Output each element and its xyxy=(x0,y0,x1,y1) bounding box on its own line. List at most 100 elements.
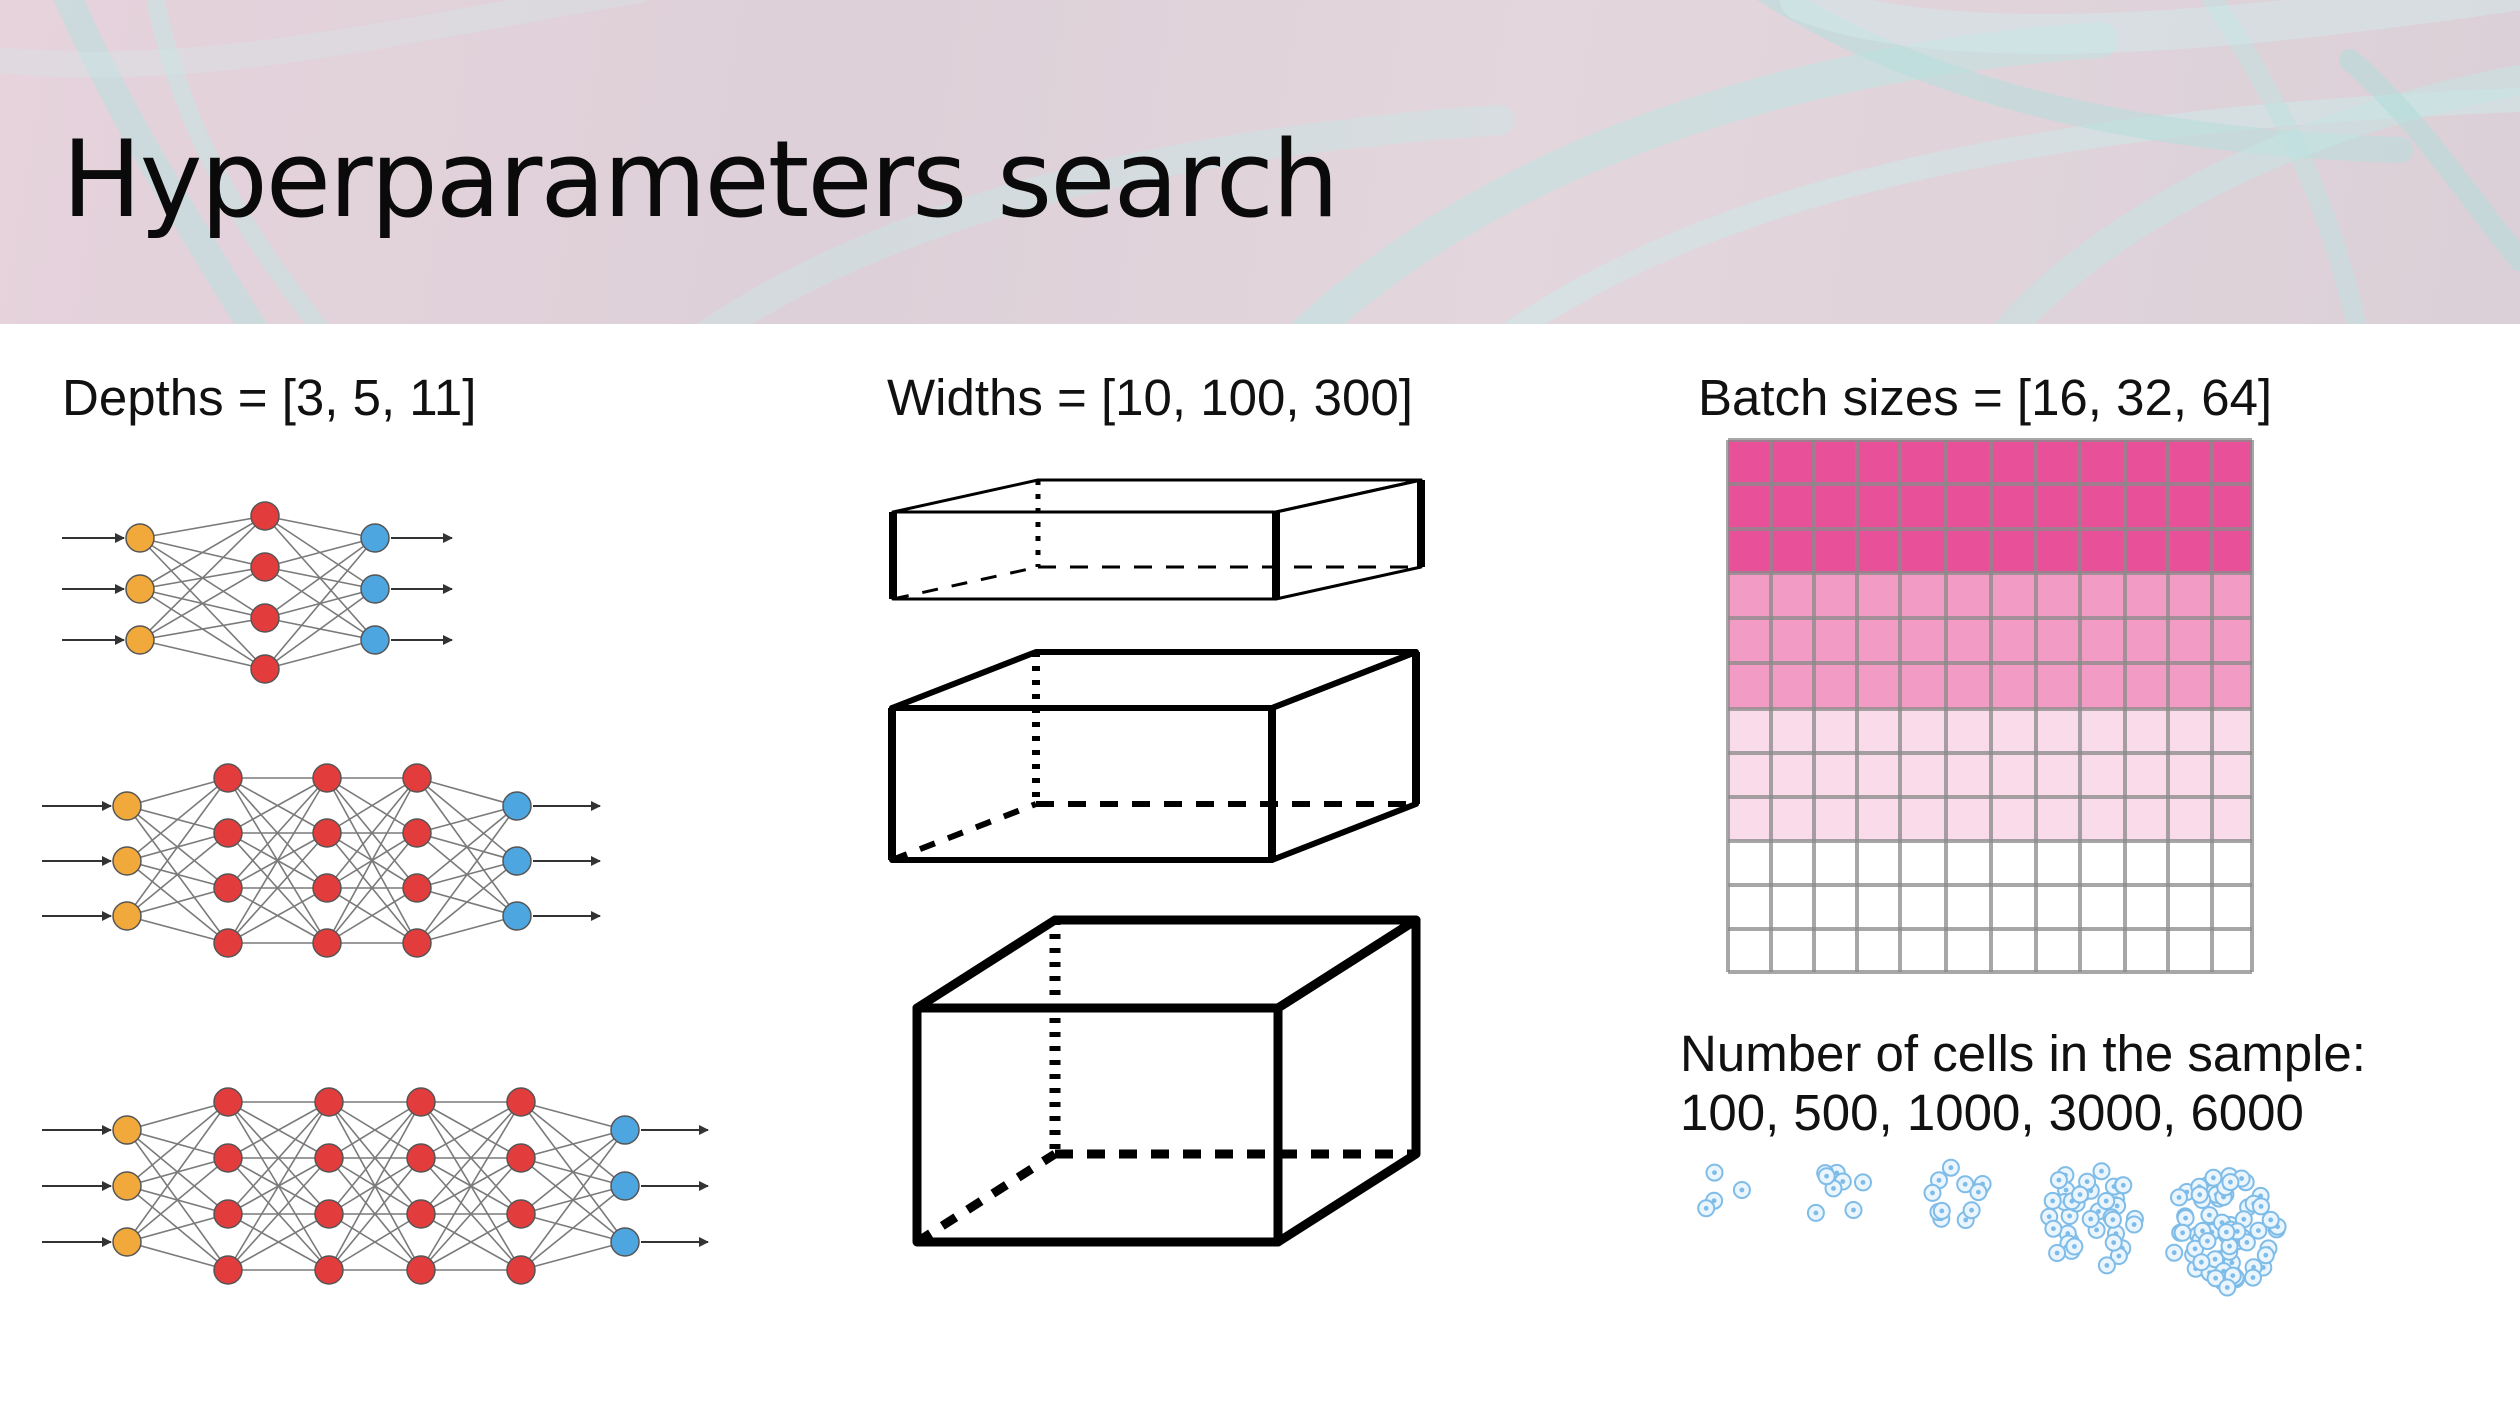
cell-nucleus xyxy=(2046,1214,2052,1220)
connection-edge xyxy=(328,1101,422,1215)
cell-nucleus xyxy=(2084,1179,2090,1185)
cell-nucleus xyxy=(2227,1243,2232,1249)
hidden-node xyxy=(312,873,342,903)
cell-nucleus xyxy=(2120,1182,2126,1188)
cell-nucleus xyxy=(1813,1210,1819,1216)
cell-nucleus xyxy=(2199,1259,2204,1265)
output-node xyxy=(360,574,390,604)
connection-edge xyxy=(139,566,266,641)
connection-edge xyxy=(139,617,266,641)
cell-nucleus xyxy=(2263,1252,2269,1258)
cell-nucleus xyxy=(2072,1244,2077,1249)
cell-nucleus xyxy=(2110,1217,2116,1223)
cell-cluster-100 xyxy=(1697,1163,1751,1218)
connection-edge xyxy=(227,1213,330,1271)
cell-nucleus xyxy=(2063,1187,2069,1193)
input-node xyxy=(112,1171,142,1201)
cell-nucleus xyxy=(2077,1192,2083,1197)
cell-nucleus xyxy=(2200,1228,2205,1234)
hidden-node xyxy=(506,1087,536,1117)
cell-nucleus xyxy=(2268,1217,2274,1223)
connection-edge xyxy=(326,777,418,834)
hidden-node xyxy=(213,1199,243,1229)
cell-nucleus xyxy=(2197,1192,2203,1198)
hidden-node xyxy=(402,928,432,958)
hidden-node xyxy=(213,1087,243,1117)
hidden-node xyxy=(402,873,432,903)
cell-cluster-6000 xyxy=(2165,1167,2287,1297)
input-node xyxy=(112,901,142,931)
page-title: Hyperparameters search xyxy=(62,118,1339,241)
connection-edge xyxy=(126,1101,229,1187)
hidden-node xyxy=(406,1143,436,1173)
cell-nucleus xyxy=(2256,1228,2261,1233)
cell-nucleus xyxy=(2234,1229,2240,1234)
hidden-node xyxy=(250,552,280,582)
connection-edge xyxy=(420,1101,522,1159)
cell-nucleus xyxy=(2051,1226,2056,1232)
hidden-node xyxy=(314,1255,344,1285)
connection-edge xyxy=(416,805,518,944)
cell-nucleus xyxy=(2229,1260,2235,1266)
cell-nucleus xyxy=(1712,1170,1717,1175)
cell-nucleus xyxy=(1939,1208,1945,1214)
connection-edge xyxy=(520,1185,626,1271)
cell-nucleus xyxy=(2096,1209,2101,1214)
output-node xyxy=(360,625,390,655)
cell-nucleus xyxy=(2088,1216,2094,1222)
connection-edge xyxy=(126,777,229,807)
cell-nucleus xyxy=(2212,1256,2218,1262)
connection-edge xyxy=(126,1101,229,1243)
cell-cluster-1000 xyxy=(1923,1158,1992,1229)
hidden-node xyxy=(506,1255,536,1285)
connection-edge xyxy=(227,1101,330,1271)
cell-nucleus xyxy=(2251,1264,2257,1270)
connection-edge xyxy=(227,777,328,944)
cell-nucleus xyxy=(1851,1207,1856,1213)
connection-edge xyxy=(139,639,266,670)
connection-edge xyxy=(420,1101,522,1271)
hidden-edge xyxy=(890,801,1038,863)
hidden-node xyxy=(213,818,243,848)
connection-edge xyxy=(126,1241,229,1271)
cell-nucleus xyxy=(2114,1203,2120,1209)
input-node xyxy=(112,791,142,821)
connection-edge xyxy=(227,887,328,944)
connection-edge xyxy=(416,860,518,944)
connection-edge xyxy=(126,832,229,917)
cell-nucleus xyxy=(2192,1246,2198,1252)
connection-edge xyxy=(520,1101,626,1131)
cell-nucleus xyxy=(2111,1240,2117,1245)
output-node xyxy=(610,1227,640,1257)
connection-edge xyxy=(264,588,376,670)
hidden-node xyxy=(213,1255,243,1285)
connection-edge xyxy=(416,915,518,944)
cell-nucleus xyxy=(1831,1186,1836,1191)
cell-nucleus xyxy=(2099,1168,2104,1174)
cell-cluster-500 xyxy=(1806,1163,1872,1222)
hidden-node xyxy=(250,654,280,684)
box-wide xyxy=(912,915,1421,1247)
cell-nucleus xyxy=(2171,1250,2177,1256)
cell-nucleus xyxy=(2094,1227,2100,1233)
cell-cluster-3000 xyxy=(2040,1162,2144,1275)
connection-edge xyxy=(126,1101,229,1131)
cell-nucleus xyxy=(1840,1179,1846,1184)
connection-edge xyxy=(264,537,376,670)
cell-nucleus xyxy=(1969,1207,1974,1213)
input-node xyxy=(112,1227,142,1257)
hidden-node xyxy=(312,928,342,958)
connection-edge xyxy=(126,887,229,917)
cell-nucleus xyxy=(2224,1285,2230,1290)
cell-nucleus xyxy=(1824,1173,1829,1179)
connection-edge xyxy=(520,1241,626,1271)
hidden-node xyxy=(406,1087,436,1117)
connection-edge xyxy=(139,515,266,539)
cell-nucleus xyxy=(2250,1275,2256,1280)
input-node xyxy=(112,1115,142,1145)
output-node xyxy=(502,901,532,931)
output-node xyxy=(610,1171,640,1201)
hidden-node xyxy=(213,928,243,958)
